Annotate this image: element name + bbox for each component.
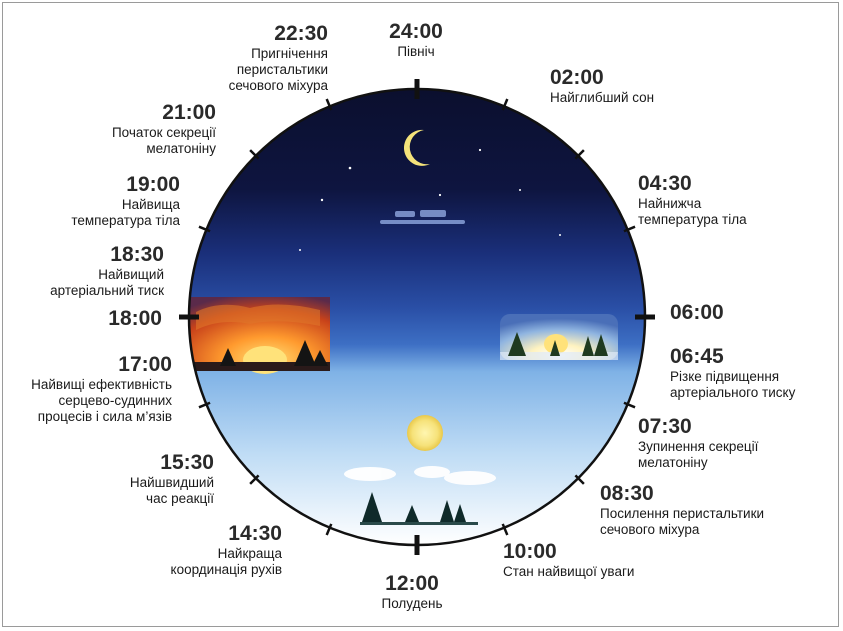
minor-tick xyxy=(623,225,636,233)
minor-tick xyxy=(501,98,509,111)
label-2100: 21:00 Початок секреції мелатоніну xyxy=(111,101,216,157)
minor-tick xyxy=(249,474,260,485)
moon-icon xyxy=(403,129,430,166)
clock-ticks xyxy=(179,79,655,555)
minor-tick xyxy=(574,149,585,160)
stars xyxy=(299,148,561,251)
noon-trees xyxy=(362,492,466,522)
label-1800: 18:00 xyxy=(108,307,162,330)
night-clouds xyxy=(380,210,465,224)
label-0600: 06:00 xyxy=(670,301,724,324)
label-0430: 04:30 Найнижча температура тіла xyxy=(638,172,747,228)
minor-tick xyxy=(198,225,211,233)
label-1000: 10:00 Стан найвищої уваги xyxy=(503,540,635,580)
label-1430: 14:30 Найкраща координація рухів xyxy=(170,522,282,578)
minor-tick xyxy=(198,401,211,409)
label-0830: 08:30 Посилення перистальтики сечового м… xyxy=(600,482,765,538)
sun xyxy=(407,415,443,451)
ground-line xyxy=(360,522,478,525)
label-0730: 07:30 Зупинення секреції мелатоніну xyxy=(638,415,759,471)
label-0200: 02:00 Найглибший сон xyxy=(550,66,655,106)
label-1530: 15:30 Найшвидший час реакції xyxy=(129,451,214,507)
label-0645: 06:45 Різке підвищення артеріального тис… xyxy=(670,345,796,401)
day-clouds xyxy=(344,466,496,485)
minor-tick xyxy=(325,523,333,536)
label-1830: 18:30 Найвищий артеріальний тиск xyxy=(50,243,164,299)
minor-tick xyxy=(249,149,260,160)
label-1700: 17:00 Найвищі ефективність серцево-судин… xyxy=(31,353,172,424)
sunrise-scene xyxy=(500,314,618,360)
sunset-scene xyxy=(190,297,330,374)
label-1900: 19:00 Найвища температура тіла xyxy=(71,173,180,229)
label-2230: 22:30 Пригнічення перистальтики сечового… xyxy=(228,22,328,93)
minor-tick xyxy=(574,474,585,485)
sky-disc xyxy=(189,89,645,545)
minor-tick xyxy=(325,98,333,111)
label-2400: 24:00 Північ xyxy=(389,20,443,60)
label-1200: 12:00 Полудень xyxy=(381,572,443,612)
minor-tick xyxy=(501,523,509,536)
minor-tick xyxy=(623,401,636,409)
